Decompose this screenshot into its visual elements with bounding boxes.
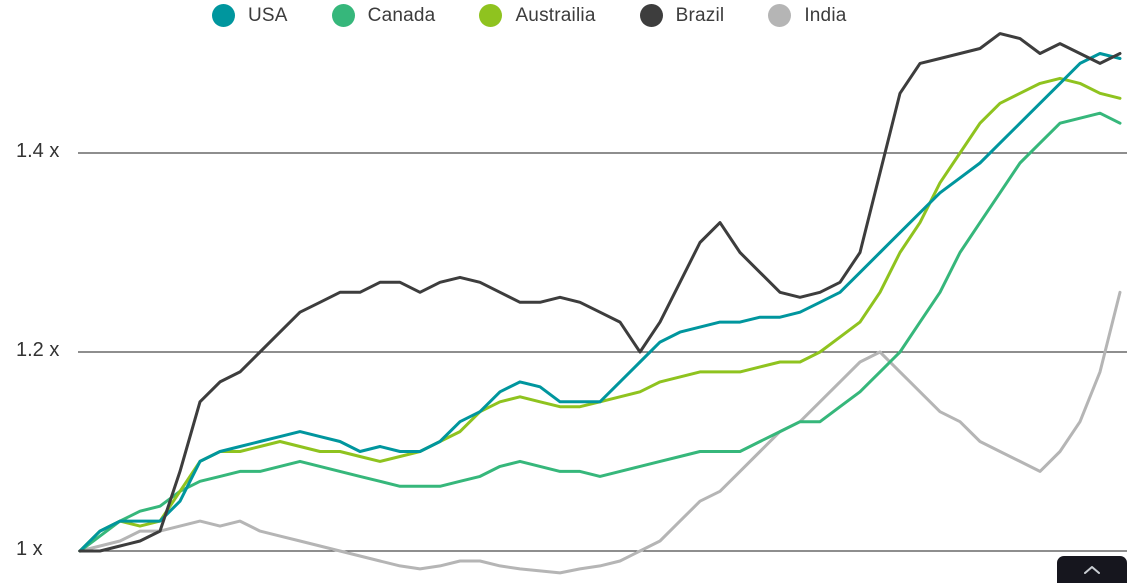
series-line-austrailia [78, 76, 1122, 553]
legend-label-usa: USA [248, 4, 288, 26]
series-line-india [78, 290, 1122, 575]
scroll-to-top-button[interactable] [1057, 556, 1127, 583]
legend-swatch-austrailia-icon [479, 4, 503, 27]
series-line-brazil [78, 32, 1122, 553]
y-axis-label-1-4x: 1.4 x [16, 140, 60, 162]
y-axis-label-1-2x: 1.2 x [16, 339, 60, 361]
legend-label-brazil: Brazil [675, 4, 725, 26]
legend-label-india: India [804, 4, 847, 26]
legend-item-austrailia[interactable]: Austrailia [479, 4, 595, 27]
chevron-up-icon [1084, 565, 1100, 574]
legend-swatch-canada-icon [331, 4, 355, 27]
legend-swatch-india-icon [768, 4, 792, 27]
y-axis-label-1x: 1 x [16, 538, 43, 560]
legend-item-canada[interactable]: Canada [331, 4, 436, 27]
legend-label-austrailia: Austrailia [515, 4, 596, 26]
legend-item-usa[interactable]: USA [212, 4, 288, 27]
legend-item-brazil[interactable]: Brazil [639, 4, 725, 27]
legend-label-canada: Canada [367, 4, 436, 26]
legend-swatch-usa-icon [212, 4, 235, 27]
chart-legend: USA Canada Austrailia Brazil India [212, 4, 847, 27]
series-line-usa [78, 52, 1122, 553]
legend-swatch-brazil-icon [639, 4, 663, 27]
legend-item-india[interactable]: India [768, 4, 846, 27]
series-line-canada [78, 111, 1122, 553]
